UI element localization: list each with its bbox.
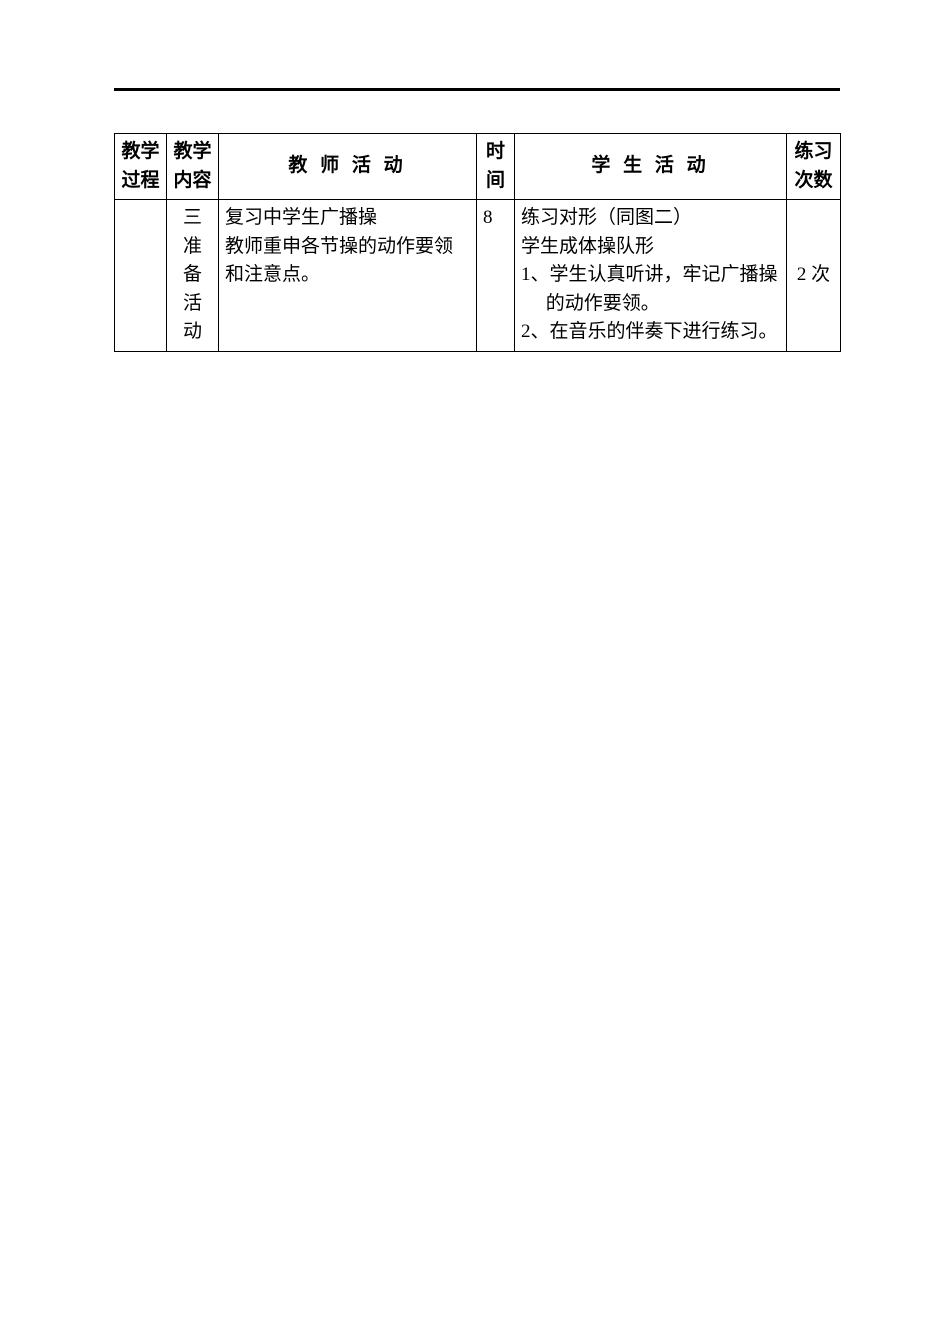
lesson-plan-table: 教学过程 教学内容 教 师 活 动 时间 学 生 活 动 练习次数 [114,133,841,352]
page-top-rule [114,88,840,91]
cell-count: 2 次 [787,200,841,352]
content-char: 动 [173,318,212,347]
header-teacher: 教 师 活 动 [219,134,477,200]
cell-content: 三 准 备 活 动 [167,200,219,352]
content-char: 准 [173,233,212,262]
table-row: 三 准 备 活 动 复习中学生广播操 教师重申各节操的动作要领和注意点。 8 练… [115,200,841,352]
header-content-text: 教学内容 [173,141,211,191]
header-process-text: 教学过程 [121,141,159,191]
student-list-item: 在音乐的伴奏下进行练习。 [546,318,780,347]
header-process: 教学过程 [115,134,167,200]
cell-teacher: 复习中学生广播操 教师重申各节操的动作要领和注意点。 [219,200,477,352]
header-time-text: 时间 [486,141,505,191]
count-value: 2 次 [797,264,830,285]
student-ordered-list: 学生认真听讲，牢记广播操的动作要领。 在音乐的伴奏下进行练习。 [521,261,780,347]
content-char: 备 [173,261,212,290]
header-count-text: 练习次数 [794,141,832,191]
table-header-row: 教学过程 教学内容 教 师 活 动 时间 学 生 活 动 练习次数 [115,134,841,200]
student-list-item: 学生认真听讲，牢记广播操的动作要领。 [546,261,780,318]
header-count: 练习次数 [787,134,841,200]
content-char: 三 [173,204,212,233]
teacher-line: 教师重申各节操的动作要领和注意点。 [225,233,470,290]
content-vertical-text: 三 准 备 活 动 [173,204,212,347]
header-teacher-text: 教 师 活 动 [288,155,406,176]
header-student-text: 学 生 活 动 [591,155,709,176]
cell-time: 8 [477,200,515,352]
time-value: 8 [483,204,508,233]
cell-student: 练习对形（同图二） 学生成体操队形 学生认真听讲，牢记广播操的动作要领。 在音乐… [515,200,787,352]
content-char: 活 [173,290,212,319]
header-content: 教学内容 [167,134,219,200]
student-intro-line: 学生成体操队形 [521,233,780,262]
teacher-line: 复习中学生广播操 [225,204,470,233]
header-time: 时间 [477,134,515,200]
student-intro-line: 练习对形（同图二） [521,204,780,233]
cell-process [115,200,167,352]
header-student: 学 生 活 动 [515,134,787,200]
